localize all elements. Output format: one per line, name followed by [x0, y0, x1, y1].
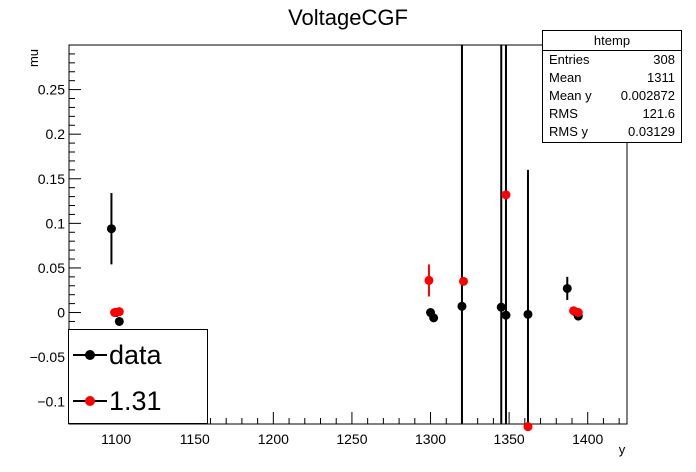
stats-box: htemp Entries 308 Mean 1311 Mean y 0.002… [542, 30, 682, 143]
legend-marker-1-31 [73, 381, 107, 421]
y-tick-label: 0.05 [38, 260, 65, 276]
y-tick-label: 0.2 [46, 126, 66, 142]
data-point-fit [424, 275, 434, 285]
y-tick-label: 0.15 [38, 171, 65, 187]
x-tick-label: 1150 [180, 431, 210, 447]
data-point-fit [523, 422, 533, 432]
y-tick-label: 0 [57, 305, 65, 321]
data-point-data [501, 310, 511, 320]
legend: data 1.31 [68, 329, 208, 424]
data-point-fit [459, 276, 469, 286]
data-point-data [106, 224, 116, 234]
stats-value: 0.002872 [620, 88, 675, 103]
y-axis: −0.1 −0.05 0 0.05 0.1 0.15 0.2 0.25 [30, 44, 81, 421]
data-point-data [114, 316, 124, 326]
stats-row-mean-y: Mean y 0.002872 [543, 87, 681, 105]
stats-row-mean: Mean 1311 [543, 69, 681, 87]
x-tick-label: 1400 [572, 431, 603, 447]
data-point-fit [114, 307, 124, 317]
legend-label: 1.31 [109, 385, 162, 416]
y-tick-label: −0.05 [30, 349, 66, 365]
stats-value: 121.6 [642, 106, 675, 121]
legend-entry-data: data [69, 335, 209, 375]
stats-value: 308 [653, 52, 675, 67]
stats-value: 1311 [647, 70, 675, 85]
x-tick-label: 1250 [336, 431, 367, 447]
x-tick-label: 1350 [494, 431, 525, 447]
legend-marker-data [73, 335, 107, 375]
stats-label: Mean y [549, 88, 592, 103]
data-point-data [457, 301, 467, 311]
stats-row-rms-y: RMS y 0.03129 [543, 123, 681, 141]
x-tick-label: 1200 [258, 431, 289, 447]
y-tick-label: 0.25 [38, 82, 65, 98]
data-point-data [523, 309, 533, 319]
stats-title: htemp [543, 31, 681, 51]
x-tick-label: 1100 [101, 431, 131, 447]
stats-value: 0.03129 [628, 124, 675, 139]
stats-row-entries: Entries 308 [543, 51, 681, 69]
plot-frame [68, 44, 628, 425]
y-tick-label: −0.1 [37, 394, 65, 410]
chart-title: VoltageCGF [288, 5, 408, 30]
stats-label: RMS [549, 106, 578, 121]
data-point-fit [501, 190, 511, 200]
legend-label: data [109, 339, 162, 370]
y-axis-title: mu [26, 49, 41, 67]
stats-label: Mean [549, 70, 582, 85]
plot-border [68, 44, 628, 425]
stats-label: RMS y [549, 124, 588, 139]
data-point-data [562, 283, 572, 293]
x-tick-label: 1300 [415, 431, 446, 447]
stats-row-rms: RMS 121.6 [543, 105, 681, 123]
data-point-fit [573, 308, 583, 318]
data-point-data [429, 313, 439, 323]
stats-label: Entries [549, 52, 590, 67]
legend-entry-1-31: 1.31 [69, 381, 209, 421]
y-tick-label: 0.1 [46, 215, 66, 231]
x-axis-title: y [619, 442, 626, 457]
data-point-data [496, 302, 506, 312]
data-points [106, 190, 583, 432]
